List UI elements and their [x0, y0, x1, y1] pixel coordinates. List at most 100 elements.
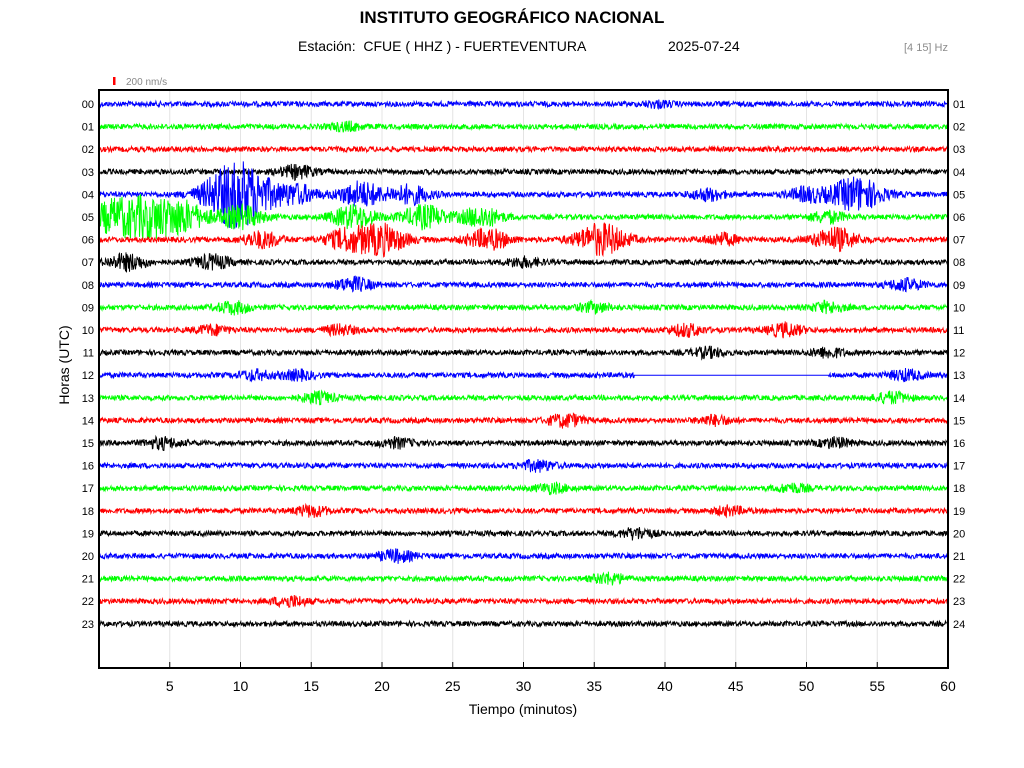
hour-label-right: 06 — [953, 212, 965, 224]
hour-label-left: 16 — [82, 461, 94, 473]
hour-label-left: 14 — [82, 415, 94, 427]
hour-label-left: 10 — [82, 325, 94, 337]
hour-label-right: 02 — [953, 122, 965, 134]
hour-label-left: 15 — [82, 438, 94, 450]
hour-label-right: 07 — [953, 235, 965, 247]
x-tick-label: 45 — [728, 678, 744, 694]
hour-label-right: 13 — [953, 370, 965, 382]
hour-label-right: 08 — [953, 257, 965, 269]
x-tick-label: 15 — [303, 678, 319, 694]
trace-hour-03 — [98, 163, 949, 182]
hour-label-right: 16 — [953, 438, 965, 450]
hour-label-left: 22 — [82, 596, 94, 608]
hour-label-right: 04 — [953, 167, 965, 179]
hour-label-left: 11 — [83, 348, 94, 360]
trace-hour-00 — [98, 99, 949, 111]
x-tick-label: 55 — [869, 678, 885, 694]
hour-label-right: 15 — [953, 415, 965, 427]
trace-hour-20 — [98, 548, 949, 564]
hour-label-left: 12 — [82, 370, 94, 382]
x-tick-label: 50 — [799, 678, 815, 694]
hour-label-left: 06 — [82, 235, 94, 247]
hour-label-right: 10 — [953, 302, 965, 314]
hour-label-left: 09 — [82, 302, 94, 314]
trace-hour-06 — [98, 222, 949, 258]
trace-hour-19 — [98, 526, 949, 541]
scale-bar-mark — [113, 77, 116, 85]
trace-hour-09 — [98, 298, 949, 316]
x-tick-label: 30 — [516, 678, 532, 694]
trace-hour-16 — [98, 458, 949, 473]
trace-hour-07 — [98, 252, 949, 273]
trace-hour-22 — [98, 594, 949, 609]
trace-hour-21 — [98, 571, 949, 586]
trace-hour-02 — [99, 144, 949, 154]
hour-label-right: 12 — [953, 348, 965, 360]
hour-label-left: 17 — [82, 483, 94, 495]
trace-hour-05 — [98, 194, 949, 240]
hour-label-right: 01 — [953, 99, 965, 111]
hour-label-right: 14 — [953, 393, 965, 405]
trace-hour-11 — [98, 345, 949, 361]
right-hour-labels: 01 02 03 04 05 06 07 08 09 10 11 12 13 14 15 16 17 18 19 20… — [953, 99, 965, 631]
hour-label-left: 08 — [82, 280, 94, 292]
hour-label-left: 13 — [82, 393, 94, 405]
hour-label-right: 21 — [953, 551, 965, 563]
hour-label-left: 05 — [82, 212, 94, 224]
hour-label-right: 03 — [953, 144, 965, 156]
date-label: 2025-07-24 — [668, 38, 740, 54]
hour-label-left: 21 — [82, 574, 94, 586]
left-hour-labels: 00 01 02 03 04 05 06 07 08 09 10 11 12 13 14 15 16 17 18 19… — [82, 99, 94, 631]
trace-hour-08 — [98, 275, 949, 293]
x-tick-label: 25 — [445, 678, 461, 694]
x-tick-label: 35 — [586, 678, 602, 694]
trace-group — [98, 99, 949, 629]
hour-label-left: 03 — [82, 167, 94, 179]
hour-label-left: 04 — [82, 189, 94, 201]
hour-label-right: 22 — [953, 574, 965, 586]
x-tick-label: 20 — [374, 678, 390, 694]
hour-label-right: 17 — [953, 461, 965, 473]
trace-hour-10 — [98, 321, 949, 339]
hour-label-right: 05 — [953, 189, 965, 201]
y-axis-label: Horas (UTC) — [56, 325, 72, 404]
x-tick-label: 10 — [233, 678, 249, 694]
trace-hour-04 — [98, 161, 949, 229]
hour-label-right: 20 — [953, 528, 965, 540]
hour-label-right: 11 — [953, 325, 964, 337]
hour-label-left: 23 — [82, 619, 94, 631]
x-tick-label: 60 — [940, 678, 956, 694]
trace-hour-18 — [98, 502, 949, 519]
trace-hour-12 — [98, 367, 949, 383]
trace-hour-17 — [98, 481, 949, 496]
chart-title: INSTITUTO GEOGRÁFICO NACIONAL — [359, 8, 665, 27]
hour-label-right: 18 — [953, 483, 965, 495]
x-tick-label: 5 — [166, 678, 174, 694]
hour-label-left: 00 — [82, 99, 94, 111]
trace-hour-23 — [98, 619, 947, 629]
x-tick-label: 40 — [657, 678, 673, 694]
hour-label-left: 18 — [82, 506, 94, 518]
filter-label: [4 15] Hz — [903, 42, 948, 54]
hour-label-right: 24 — [953, 619, 965, 631]
hour-label-left: 01 — [82, 122, 94, 134]
hour-label-left: 19 — [82, 528, 94, 540]
station-label: Estación: CFUE ( HHZ ) - FUERTEVENTURA — [298, 38, 587, 54]
x-axis-label: Tiempo (minutos) — [469, 701, 577, 717]
hour-label-right: 09 — [953, 280, 965, 292]
hour-label-left: 02 — [82, 144, 94, 156]
grid-lines — [169, 90, 878, 668]
trace-hour-15 — [98, 434, 949, 452]
scale-bar-label: 200 nm/s — [126, 77, 167, 88]
hour-label-left: 20 — [82, 551, 94, 563]
trace-hour-01 — [98, 120, 949, 133]
trace-hour-14 — [98, 412, 949, 429]
trace-hour-13 — [99, 389, 949, 406]
hour-label-right: 23 — [953, 596, 965, 608]
hour-label-right: 19 — [953, 506, 965, 518]
scale-bar: 200 nm/s — [113, 77, 167, 88]
x-axis-ticks: 5 10 15 20 25 30 35 40 45 50 55 60 — [166, 662, 956, 694]
hour-label-left: 07 — [82, 257, 94, 269]
